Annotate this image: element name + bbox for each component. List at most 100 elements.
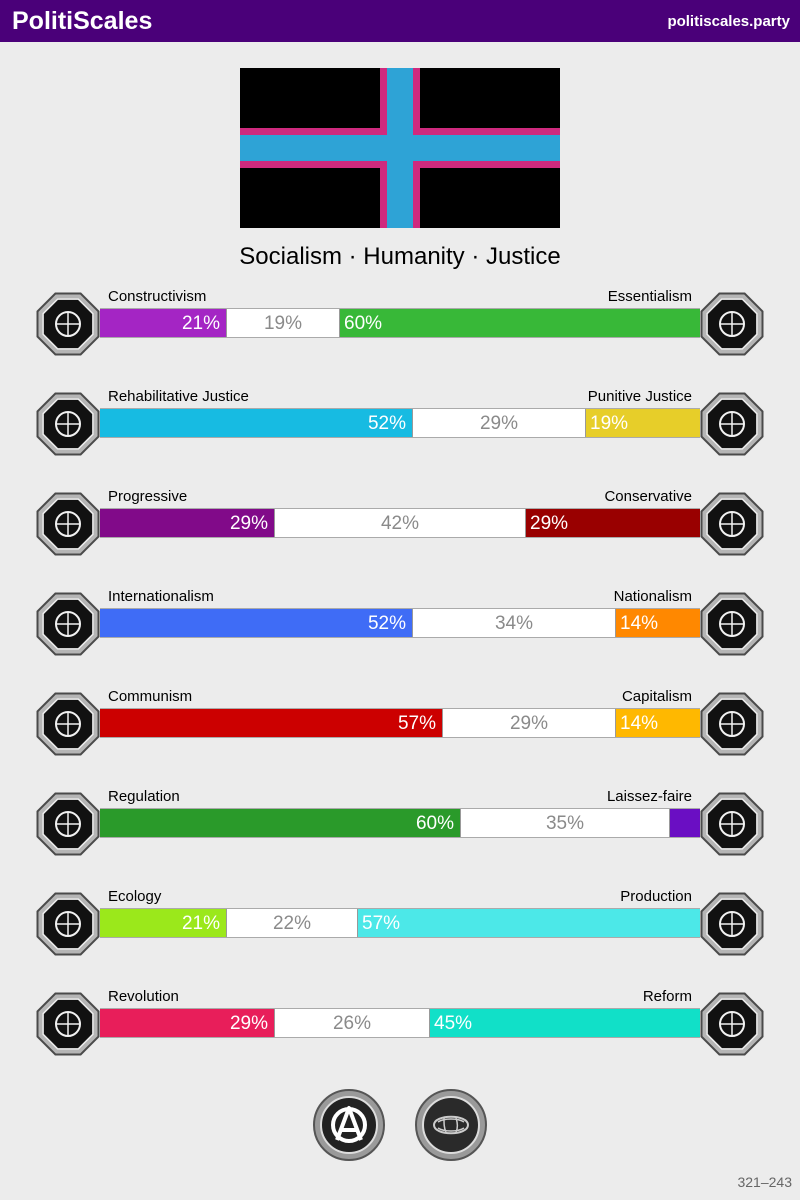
top-bar: PolitiScales politiscales.party bbox=[0, 0, 800, 42]
axis-middle-segment bbox=[274, 509, 526, 537]
axis-left-segment bbox=[100, 909, 226, 937]
axis-right-segment bbox=[340, 309, 700, 337]
flag-image bbox=[240, 68, 560, 228]
seals bbox=[312, 1088, 488, 1164]
pragmatism-seal-icon bbox=[415, 1089, 487, 1161]
axis-bar: 60% 35% bbox=[100, 808, 700, 838]
axis-row: Revolution Reform 29% 26% 45% bbox=[0, 988, 800, 1068]
axis-left-segment bbox=[100, 709, 442, 737]
brand-title[interactable]: PolitiScales bbox=[12, 7, 153, 35]
axis-middle-segment bbox=[226, 909, 358, 937]
axis-right-label: Laissez-faire bbox=[606, 788, 692, 805]
axis-bar: 21% 22% 57% bbox=[100, 908, 700, 938]
axis-left-label: Progressive bbox=[108, 488, 188, 505]
globe-icon bbox=[36, 592, 100, 656]
fist-icon bbox=[36, 992, 100, 1056]
axis-left-segment bbox=[100, 309, 226, 337]
axis-right-percent: 29% bbox=[530, 513, 569, 534]
axis-middle-segment bbox=[460, 809, 670, 837]
axis-middle-segment bbox=[442, 709, 616, 737]
axis-right-segment bbox=[358, 909, 700, 937]
flower-icon bbox=[700, 292, 764, 356]
money-bag-icon bbox=[700, 692, 764, 756]
axis-left-label: Revolution bbox=[108, 988, 179, 1005]
axis-bar: 57% 29% 14% bbox=[100, 708, 700, 738]
ruler-icon bbox=[36, 792, 100, 856]
axis-middle-percent: 26% bbox=[332, 1013, 372, 1034]
axis-left-label: Internationalism bbox=[108, 588, 214, 605]
axis-right-percent: 45% bbox=[434, 1013, 473, 1034]
axis-left-segment bbox=[100, 509, 274, 537]
axis-right-segment bbox=[586, 409, 700, 437]
axis-left-percent: 52% bbox=[367, 413, 406, 434]
axis-right-label: Production bbox=[620, 888, 692, 905]
axis-left-segment bbox=[100, 609, 412, 637]
axis-middle-percent: 29% bbox=[479, 413, 519, 434]
axis-right-segment bbox=[616, 709, 700, 737]
anarchy-seal-icon bbox=[313, 1089, 385, 1161]
axis-middle-segment bbox=[412, 609, 616, 637]
axis-middle-percent: 19% bbox=[263, 313, 303, 334]
eye-web-icon bbox=[36, 292, 100, 356]
axis-right-label: Punitive Justice bbox=[587, 388, 692, 405]
axis-left-percent: 21% bbox=[181, 913, 220, 934]
axis-left-percent: 29% bbox=[229, 1013, 268, 1034]
axis-bar: 29% 26% 45% bbox=[100, 1008, 700, 1038]
axis-middle-percent: 34% bbox=[494, 613, 534, 634]
axis-middle-percent: 22% bbox=[272, 913, 312, 934]
axis-right-percent: 57% bbox=[362, 913, 401, 934]
axis-middle-segment bbox=[412, 409, 586, 437]
axis-left-percent: 57% bbox=[397, 713, 436, 734]
flag-cross-horizontal bbox=[240, 135, 560, 161]
axis-row: Progressive Conservative 29% 42% 29% bbox=[0, 488, 800, 568]
axis-left-percent: 60% bbox=[415, 813, 454, 834]
axis-right-percent: 19% bbox=[590, 413, 629, 434]
slogan: Socialism · Humanity · Justice bbox=[239, 243, 561, 270]
sprout-icon bbox=[36, 892, 100, 956]
axis-left-percent: 21% bbox=[181, 313, 220, 334]
axis-left-segment bbox=[100, 409, 412, 437]
axis-row: Communism Capitalism 57% 29% 14% bbox=[0, 688, 800, 768]
site-link[interactable]: politiscales.party bbox=[667, 13, 790, 30]
axis-middle-percent: 29% bbox=[509, 713, 549, 734]
axis-right-percent: 60% bbox=[344, 313, 383, 334]
axis-bar: 52% 29% 19% bbox=[100, 408, 700, 438]
axis-left-label: Ecology bbox=[108, 888, 162, 905]
axis-right-label: Essentialism bbox=[607, 288, 692, 305]
ballot-box-icon bbox=[700, 992, 764, 1056]
axis-left-label: Regulation bbox=[108, 788, 180, 805]
axis-right-label: Reform bbox=[642, 988, 692, 1005]
torch-icon bbox=[36, 492, 100, 556]
axis-right-segment bbox=[616, 609, 700, 637]
footer-code: 321–243 bbox=[737, 1174, 792, 1190]
prison-bars-icon bbox=[700, 392, 764, 456]
axis-left-label: Communism bbox=[108, 688, 193, 705]
axis-middle-segment bbox=[226, 309, 340, 337]
flag-icon bbox=[700, 592, 764, 656]
gear-icon bbox=[700, 892, 764, 956]
axis-bar: 21% 19% 60% bbox=[100, 308, 700, 338]
axis-right-percent: 14% bbox=[620, 713, 659, 734]
axis-row: Constructivism Essentialism 21% 19% 60% bbox=[0, 288, 800, 368]
quill-icon bbox=[700, 492, 764, 556]
axis-left-segment bbox=[100, 809, 460, 837]
axis-bar: 52% 34% 14% bbox=[100, 608, 700, 638]
axis-middle-percent: 35% bbox=[545, 813, 585, 834]
axis-left-segment bbox=[100, 1009, 274, 1037]
axis-left-percent: 29% bbox=[229, 513, 268, 534]
axis-left-label: Rehabilitative Justice bbox=[108, 388, 249, 405]
axis-row: Rehabilitative Justice Punitive Justice … bbox=[0, 388, 800, 468]
butterfly-icon bbox=[700, 792, 764, 856]
hammer-sickle-icon bbox=[36, 692, 100, 756]
axis-right-label: Conservative bbox=[604, 488, 692, 505]
axis-row: Internationalism Nationalism 52% 34% 14% bbox=[0, 588, 800, 668]
axis-right-label: Nationalism bbox=[613, 588, 692, 605]
axis-bar: 29% 42% 29% bbox=[100, 508, 700, 538]
axis-left-label: Constructivism bbox=[108, 288, 207, 305]
axis-right-segment bbox=[526, 509, 700, 537]
axis-right-percent: 14% bbox=[620, 613, 659, 634]
axis-left-percent: 52% bbox=[367, 613, 406, 634]
axis-right-segment bbox=[670, 809, 700, 837]
axis-right-segment bbox=[430, 1009, 700, 1037]
axis-right-label: Capitalism bbox=[621, 688, 692, 705]
